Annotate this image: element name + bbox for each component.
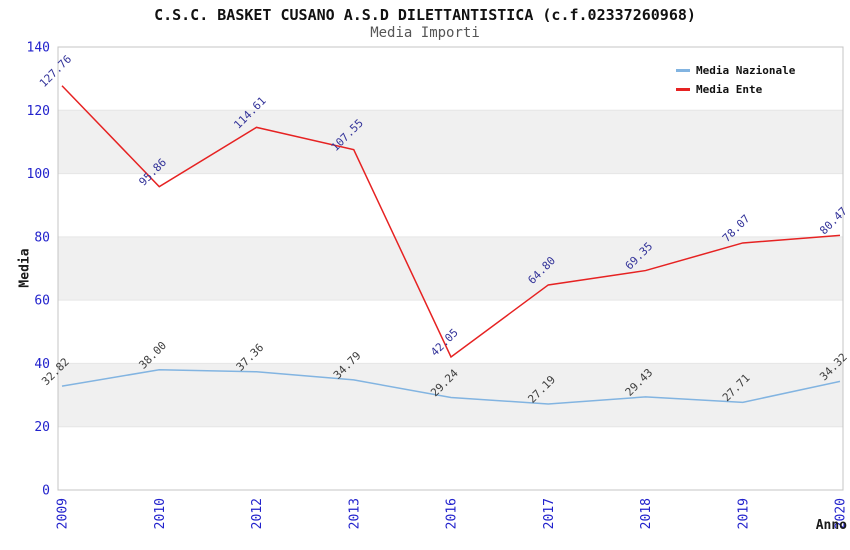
grid-band bbox=[58, 363, 843, 427]
legend-label: Media Nazionale bbox=[696, 64, 796, 77]
y-tick-label: 0 bbox=[42, 484, 50, 499]
series-line-media-nazionale bbox=[61, 369, 841, 405]
plot-border bbox=[57, 46, 844, 491]
chart-subtitle: Media Importi bbox=[370, 25, 480, 41]
chart-title: C.S.C. BASKET CUSANO A.S.D DILETTANTISTI… bbox=[154, 6, 696, 24]
x-tick-label: 2017 bbox=[542, 498, 557, 529]
data-point-label: 80.47 bbox=[817, 205, 850, 238]
x-tick-label: 2018 bbox=[639, 498, 654, 529]
y-tick-label: 20 bbox=[34, 420, 50, 435]
y-tick-label: 120 bbox=[27, 104, 50, 119]
x-tick-label: 2010 bbox=[153, 498, 168, 529]
legend: Media Nazionale Media Ente bbox=[668, 61, 795, 99]
x-tick-label: 2012 bbox=[250, 498, 265, 529]
legend-item-media-nazionale: Media Nazionale bbox=[668, 61, 795, 80]
grid-band bbox=[58, 236, 843, 301]
y-tick-label: 100 bbox=[27, 167, 50, 182]
legend-line-swatch-nazionale bbox=[676, 69, 690, 72]
x-tick-label: 2009 bbox=[56, 498, 71, 529]
data-point-label: 127.76 bbox=[37, 53, 74, 90]
x-axis-label: Anno bbox=[815, 518, 847, 533]
x-tick-label: 2020 bbox=[834, 498, 849, 529]
grid-band bbox=[58, 110, 843, 174]
y-tick-label: 40 bbox=[34, 357, 50, 372]
series-line-media-ente bbox=[61, 85, 841, 359]
legend-line-swatch-ente bbox=[676, 88, 690, 91]
x-tick-label: 2013 bbox=[347, 498, 362, 529]
x-tick-label: 2019 bbox=[736, 498, 751, 529]
x-tick-label: 2016 bbox=[445, 498, 460, 529]
y-axis-label: Media bbox=[17, 248, 33, 288]
y-tick-label: 60 bbox=[34, 294, 50, 309]
y-tick-label: 140 bbox=[27, 41, 50, 56]
y-tick-label: 80 bbox=[34, 230, 50, 245]
legend-label: Media Ente bbox=[696, 83, 763, 96]
legend-item-media-ente: Media Ente bbox=[668, 80, 795, 99]
